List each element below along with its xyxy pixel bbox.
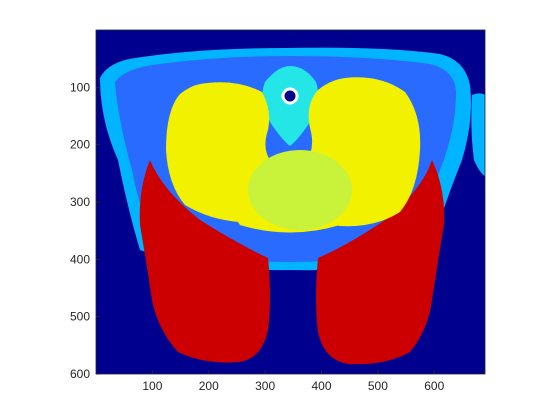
- y-tick-label: 400: [70, 252, 90, 266]
- y-tick-label: 100: [70, 80, 90, 94]
- y-tick-label: 300: [70, 195, 90, 209]
- x-axis: 100 200 300 400 500 600: [142, 370, 445, 393]
- x-tick-label: 500: [368, 379, 388, 393]
- y-axis: 100 200 300 400 500 600: [70, 80, 100, 381]
- y-tick-label: 600: [70, 367, 90, 381]
- x-tick-label: 200: [199, 379, 219, 393]
- segmentation-image: [100, 47, 485, 365]
- x-tick-label: 100: [142, 379, 162, 393]
- left-red-region: [139, 160, 270, 363]
- right-red-region: [316, 160, 445, 365]
- x-tick-label: 600: [424, 379, 444, 393]
- inner-organ-ellipse: [248, 150, 352, 230]
- y-tick-label: 500: [70, 310, 90, 324]
- central-ring: [281, 87, 299, 105]
- right-edge-band: [471, 93, 485, 177]
- central-cyan-structure: [262, 66, 318, 146]
- y-tick-label: 200: [70, 138, 90, 152]
- x-tick-label: 300: [255, 379, 275, 393]
- x-tick-label: 400: [311, 379, 331, 393]
